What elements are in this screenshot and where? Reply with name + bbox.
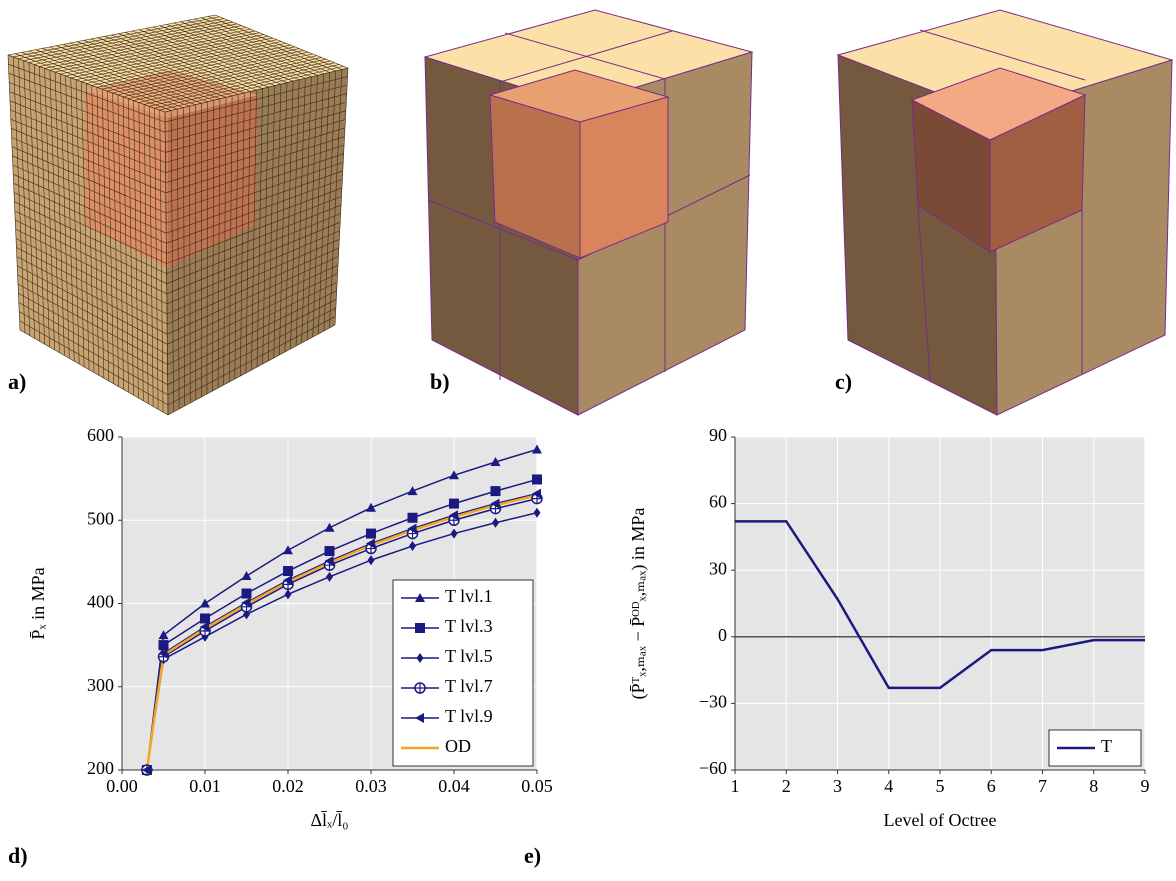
x-tick-label: 5 xyxy=(936,776,945,796)
x-tick-label: 0.02 xyxy=(272,776,304,796)
panel-label: c) xyxy=(835,369,852,394)
x-tick-label: 4 xyxy=(884,776,893,796)
legend-label: OD xyxy=(445,736,471,756)
x-tick-label: 7 xyxy=(1038,776,1047,796)
y-tick-label: 600 xyxy=(87,425,114,445)
x-tick-label: 0.05 xyxy=(521,776,553,796)
marker xyxy=(242,589,252,599)
x-tick-label: 0.03 xyxy=(355,776,387,796)
marker xyxy=(283,566,293,576)
marker xyxy=(532,474,542,484)
y-tick-label: 400 xyxy=(87,592,114,612)
x-tick-label: 0.04 xyxy=(438,776,470,796)
x-tick-label: 0.00 xyxy=(106,776,138,796)
marker xyxy=(408,513,418,523)
y-tick-label: 300 xyxy=(87,675,114,695)
legend-label: T lvl.1 xyxy=(445,586,493,606)
legend-label: T lvl.5 xyxy=(445,646,493,666)
x-tick-label: 9 xyxy=(1141,776,1150,796)
y-axis-label: P̄ₓ in MPa xyxy=(28,567,48,639)
marker xyxy=(415,623,425,633)
panel-label: e) xyxy=(524,843,541,868)
marker xyxy=(200,613,210,623)
panel-label: d) xyxy=(8,843,28,868)
x-tick-label: 2 xyxy=(782,776,791,796)
y-tick-label: 200 xyxy=(87,758,114,778)
cube-coarse-mesh xyxy=(838,10,1172,415)
marker xyxy=(491,486,501,496)
legend-label: T xyxy=(1101,736,1112,756)
y-tick-label: 500 xyxy=(87,508,114,528)
y-tick-label: 90 xyxy=(709,425,727,445)
x-tick-label: 0.01 xyxy=(189,776,221,796)
y-tick-label: −30 xyxy=(699,692,727,712)
x-tick-label: 8 xyxy=(1089,776,1098,796)
marker xyxy=(366,529,376,539)
marker xyxy=(159,640,169,650)
x-axis-label: Level of Octree xyxy=(884,810,997,830)
x-tick-label: 3 xyxy=(833,776,842,796)
legend-label: T lvl.9 xyxy=(445,706,493,726)
y-axis-label: (P̄ᵀₓ,ₘₐₓ − P̄ᴼᴰₓ,ₘₐₓ) in MPa xyxy=(628,508,649,700)
x-tick-label: 1 xyxy=(731,776,740,796)
figure: a) b) c) d) e) 2003004005006000.000.010.… xyxy=(0,0,1176,881)
legend-label: T lvl.3 xyxy=(445,616,493,636)
legend-label: T lvl.7 xyxy=(445,676,493,696)
y-tick-label: 30 xyxy=(709,558,727,578)
x-axis-label: Δl̄ₓ/l̄₀ xyxy=(310,810,348,830)
marker xyxy=(325,546,335,556)
y-tick-label: 60 xyxy=(709,492,727,512)
cube-fine-mesh xyxy=(8,15,348,415)
marker xyxy=(449,499,459,509)
y-tick-label: 0 xyxy=(718,625,727,645)
cube-octree-mesh xyxy=(425,10,752,415)
y-tick-label: −60 xyxy=(699,758,727,778)
panel-label: a) xyxy=(8,369,26,394)
x-tick-label: 6 xyxy=(987,776,996,796)
page: a) b) c) d) e) 2003004005006000.000.010.… xyxy=(0,0,1176,881)
panel-label: b) xyxy=(430,369,450,394)
